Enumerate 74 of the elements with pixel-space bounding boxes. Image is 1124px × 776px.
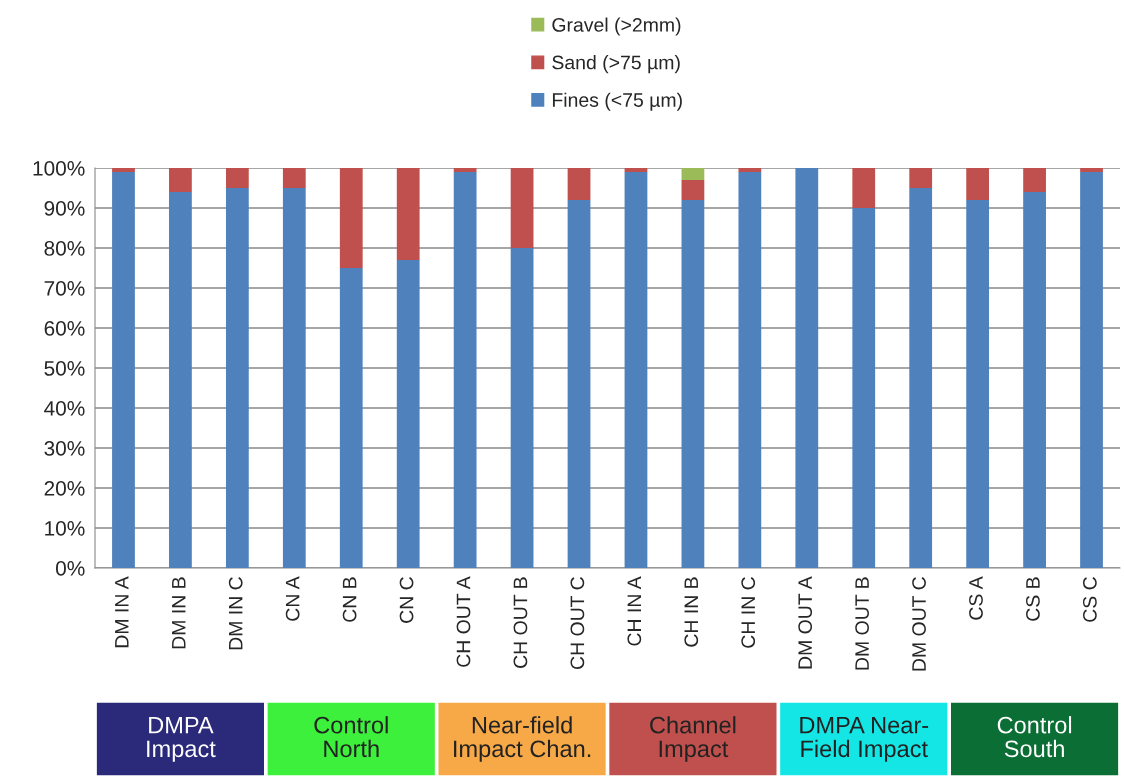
x-tick-label: CH OUT C — [570, 577, 585, 669]
legend-label: Sand (>75 µm) — [552, 55, 680, 74]
bar — [1080, 172, 1103, 568]
x-tick-label: CH IN C — [741, 577, 756, 648]
x-tick-label: CH OUT B — [513, 577, 528, 668]
bar — [282, 188, 306, 568]
bar — [112, 172, 135, 568]
text: Channel Impact — [650, 716, 736, 762]
bar — [225, 168, 249, 188]
y-tick-label: 90% — [44, 201, 85, 216]
x-tick-label: DM IN A — [115, 576, 129, 648]
bar — [453, 172, 477, 568]
bar — [567, 168, 591, 200]
bar — [396, 260, 420, 568]
bar — [624, 172, 648, 568]
bar — [453, 168, 477, 172]
bar — [624, 168, 648, 172]
x-tick-label: CN A — [285, 576, 300, 621]
y-tick-label: 20% — [44, 481, 85, 496]
text: DMPA Near- Field Impact — [800, 717, 929, 762]
y-tick-label: 70% — [44, 281, 85, 296]
bar — [510, 168, 534, 248]
bar — [966, 200, 990, 568]
bar — [795, 168, 819, 568]
bar — [738, 172, 762, 568]
x-tick-label: DM OUT B — [855, 577, 869, 670]
x-tick-label: DM OUT C — [912, 577, 926, 671]
bar — [396, 168, 420, 260]
x-tick-label: CH OUT A — [456, 576, 471, 667]
bar — [1023, 192, 1046, 568]
text: Near-field Impact Chan. — [454, 716, 591, 762]
x-tick-label: CH IN A — [627, 576, 642, 646]
text: Control South — [997, 716, 1072, 758]
bar — [339, 168, 363, 268]
y-tick-label: 0% — [55, 561, 85, 576]
legend-label: Fines (<75 µm) — [552, 92, 682, 111]
y-tick-label: 60% — [44, 321, 85, 336]
y-tick-label: 40% — [44, 401, 85, 416]
bar — [681, 200, 705, 568]
bar — [339, 268, 363, 568]
bar — [510, 248, 534, 568]
bar — [1023, 168, 1046, 192]
bar — [567, 200, 591, 568]
bar — [225, 188, 249, 568]
bar — [909, 188, 933, 568]
y-tick-label: 10% — [45, 521, 85, 536]
y-tick-label: 80% — [44, 241, 85, 256]
y-tick-label: 100% — [33, 161, 85, 176]
x-tick-label: DM OUT A — [798, 576, 813, 669]
bar — [681, 180, 705, 200]
y-tick-label: 50% — [44, 361, 85, 376]
bar — [909, 168, 933, 188]
bar — [282, 168, 306, 188]
text: DMPA Impact — [147, 717, 216, 762]
bar — [169, 168, 192, 192]
y-tick-label: 30% — [44, 441, 85, 456]
x-tick-label: CN B — [342, 577, 357, 622]
text: Control North — [314, 716, 388, 758]
bar — [681, 168, 705, 180]
x-tick-label: CN C — [399, 577, 414, 623]
x-tick-label: CS C — [1082, 577, 1097, 622]
bar — [852, 168, 876, 208]
x-tick-label: CS B — [1026, 577, 1040, 621]
legend-label: Gravel (>2mm) — [552, 17, 681, 36]
bar — [738, 168, 762, 172]
x-tick-label: CS A — [969, 576, 983, 620]
x-tick-label: DM IN C — [228, 577, 243, 650]
bar — [169, 192, 192, 568]
bar — [112, 168, 135, 172]
bar — [852, 208, 876, 568]
bar — [966, 168, 990, 200]
x-tick-label: DM IN B — [172, 577, 186, 649]
x-tick-label: CH IN B — [684, 577, 699, 647]
bar — [1080, 168, 1103, 172]
